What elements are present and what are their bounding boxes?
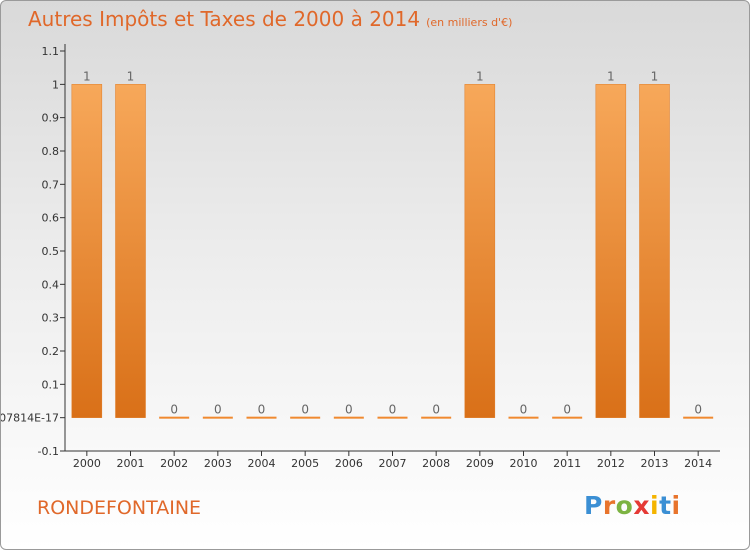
data-label: 1: [476, 69, 484, 83]
y-tick-label: 0.5: [42, 245, 60, 258]
y-tick-label: 0.1: [42, 378, 60, 391]
x-tick-label: 2011: [553, 457, 581, 470]
logo-letter: o: [615, 491, 634, 520]
data-label: 1: [607, 69, 615, 83]
bar: [377, 416, 408, 419]
y-tick-label: 0.7: [42, 178, 60, 191]
data-label: 0: [563, 403, 571, 417]
y-tick-label: 0.4: [42, 278, 60, 291]
data-label: 1: [83, 69, 91, 83]
y-tick-label: 1: [52, 78, 59, 91]
x-tick-label: 2008: [422, 457, 450, 470]
x-tick-label: 2001: [117, 457, 145, 470]
bar: [595, 84, 627, 418]
chart-title: Autres Impôts et Taxes de 2000 à 2014 (en…: [28, 7, 512, 31]
data-label: 0: [694, 403, 702, 417]
logo-letter: i: [650, 491, 660, 520]
bar: [552, 416, 583, 419]
bar: [333, 416, 364, 419]
y-tick-label: 0.6: [42, 212, 60, 225]
x-tick-label: 2004: [248, 457, 276, 470]
x-tick-label: 2007: [379, 457, 407, 470]
data-label: 0: [170, 403, 178, 417]
logo-letter: r: [602, 491, 616, 520]
data-label: 0: [432, 403, 440, 417]
logo-letter: i: [671, 491, 681, 520]
data-label: 0: [389, 403, 397, 417]
bar: [464, 84, 496, 418]
logo-letter: P: [584, 491, 603, 520]
data-label: 0: [301, 403, 309, 417]
bar: [159, 416, 190, 419]
x-tick-label: 2003: [204, 457, 232, 470]
y-tick-label: 1.1: [42, 45, 60, 58]
y-tick-label: 0.2: [42, 345, 60, 358]
bar: [508, 416, 539, 419]
data-label: 1: [127, 69, 135, 83]
y-tick-label: -0.1: [38, 445, 59, 458]
x-tick-label: 2014: [684, 457, 712, 470]
data-label: 0: [345, 403, 353, 417]
x-tick-label: 2006: [335, 457, 363, 470]
proxiti-logo[interactable]: Proxiti: [584, 491, 681, 520]
data-label: 0: [214, 403, 222, 417]
x-tick-label: 2002: [160, 457, 188, 470]
x-tick-label: 2010: [510, 457, 538, 470]
y-tick-label: 0.9: [42, 112, 60, 125]
x-tick-label: 2012: [597, 457, 625, 470]
data-label: 0: [520, 403, 528, 417]
bar: [683, 416, 714, 419]
x-tick-label: 2005: [291, 457, 319, 470]
bar: [115, 84, 146, 418]
x-tick-label: 2013: [641, 457, 669, 470]
bar: [290, 416, 321, 419]
commune-name: RONDEFONTAINE: [37, 497, 202, 519]
bar: [421, 416, 452, 419]
x-tick-label: 2009: [466, 457, 494, 470]
bar: [639, 84, 670, 418]
y-tick-label: 1.3877787807814E-17: [1, 412, 59, 425]
bar: [246, 416, 277, 419]
logo-letter: x: [633, 491, 650, 520]
y-tick-label: 0.3: [42, 312, 60, 325]
chart-title-unit: (en milliers d'€): [426, 16, 513, 29]
chart-title-main: Autres Impôts et Taxes de 2000 à 2014: [28, 7, 421, 31]
y-tick-label: 0.8: [42, 145, 60, 158]
bar: [71, 84, 103, 418]
data-label: 0: [258, 403, 266, 417]
data-label: 1: [651, 69, 659, 83]
x-tick-label: 2000: [73, 457, 101, 470]
logo-letter: t: [659, 491, 672, 520]
bar: [202, 416, 233, 419]
